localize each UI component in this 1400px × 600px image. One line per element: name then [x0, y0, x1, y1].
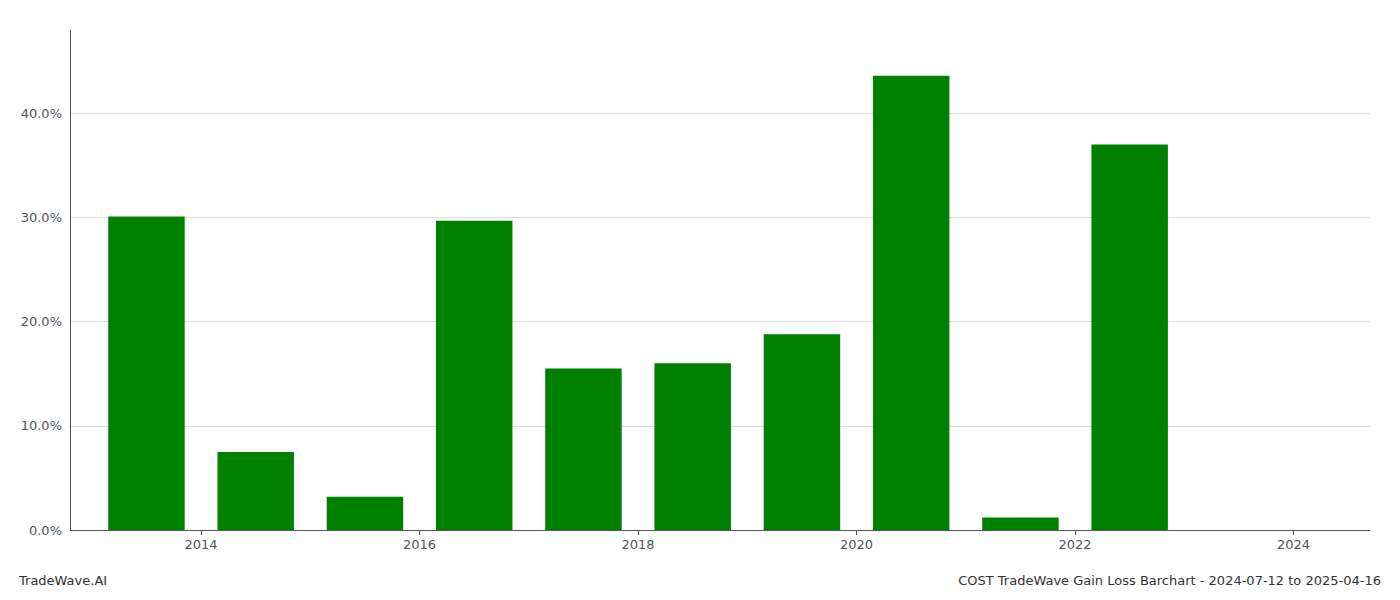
svg-text:40.0%: 40.0% — [21, 106, 62, 121]
svg-text:2022: 2022 — [1058, 537, 1091, 552]
svg-text:2016: 2016 — [403, 537, 436, 552]
svg-text:0.0%: 0.0% — [29, 523, 62, 538]
svg-text:2024: 2024 — [1277, 537, 1310, 552]
svg-text:2018: 2018 — [622, 537, 655, 552]
svg-text:2020: 2020 — [840, 537, 873, 552]
svg-text:20.0%: 20.0% — [21, 314, 62, 329]
svg-text:COST TradeWave Gain Loss Barch: COST TradeWave Gain Loss Barchart - 2024… — [958, 573, 1381, 588]
svg-text:30.0%: 30.0% — [21, 210, 62, 225]
svg-text:TradeWave.AI: TradeWave.AI — [18, 573, 107, 588]
svg-text:2014: 2014 — [185, 537, 218, 552]
svg-text:10.0%: 10.0% — [21, 418, 62, 433]
